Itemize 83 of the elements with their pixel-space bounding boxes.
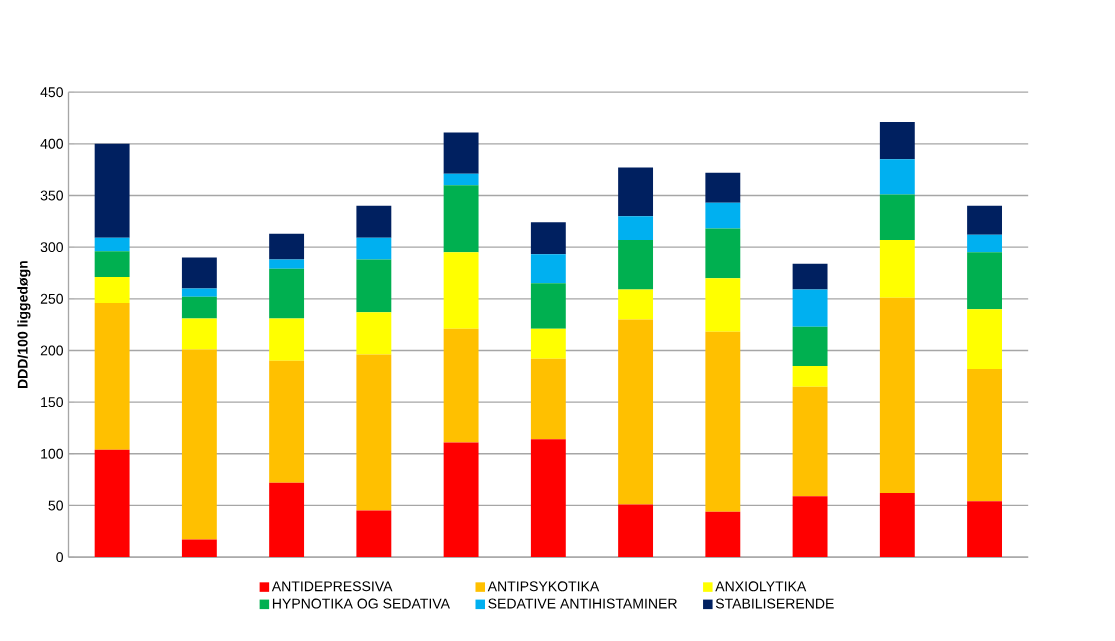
bar	[181, 539, 217, 558]
bar	[705, 172, 741, 203]
bar	[879, 493, 915, 558]
bar	[967, 309, 1003, 370]
bar	[443, 185, 479, 253]
y-tick-label: 300	[40, 242, 63, 253]
y-tick-label: 100	[41, 448, 63, 459]
bar	[879, 297, 915, 494]
bar	[618, 239, 654, 290]
bar	[269, 233, 305, 260]
bar	[181, 296, 217, 319]
bar	[530, 439, 566, 558]
bar	[879, 239, 915, 298]
bar	[94, 143, 130, 238]
bar	[879, 159, 915, 195]
bar	[356, 510, 392, 558]
legend-label: ANTIDEPRESSIVA	[271, 581, 393, 592]
bar	[356, 237, 392, 260]
y-tick-label: 150	[41, 397, 63, 408]
bar	[530, 283, 566, 329]
bar	[967, 369, 1003, 502]
y-tick-label: 250	[40, 293, 63, 304]
legend-label: SEDATIVE ANTIHISTAMINER	[488, 598, 677, 609]
bar	[443, 328, 479, 443]
bar	[967, 205, 1003, 235]
bar	[269, 482, 305, 558]
bar	[94, 251, 130, 278]
bar	[792, 289, 828, 327]
y-tick-label: 50	[48, 500, 63, 511]
bar	[618, 167, 654, 217]
bar	[879, 122, 915, 160]
y-tick-label: 350	[40, 190, 63, 201]
y-axis-title: DDD/100 liggedøgn	[17, 261, 31, 389]
bar	[443, 442, 479, 558]
bar	[705, 228, 741, 279]
bar	[705, 331, 741, 512]
bar	[967, 252, 1003, 310]
bar	[356, 312, 392, 355]
bar	[705, 511, 741, 558]
bar	[967, 234, 1003, 253]
bar	[181, 257, 217, 289]
bar	[269, 360, 305, 483]
bar	[269, 268, 305, 319]
bar	[94, 449, 130, 558]
bar	[94, 303, 130, 450]
bar	[618, 289, 654, 320]
bar	[618, 216, 654, 240]
legend-label: HYPNOTIKA OG SEDATIVA	[272, 598, 450, 609]
y-tick-label: 200	[40, 345, 63, 356]
bar	[443, 252, 479, 329]
bar	[792, 263, 828, 290]
bar	[443, 132, 479, 174]
legend-label: ANTIPSYKOTIKA	[487, 581, 600, 592]
bar	[356, 354, 392, 511]
legend-label: STABILISERENDE	[715, 598, 834, 609]
bar	[181, 349, 217, 540]
bar	[94, 237, 130, 252]
bar	[269, 259, 305, 269]
bar	[530, 328, 566, 359]
bar	[356, 205, 392, 238]
bar	[356, 259, 392, 313]
bar	[705, 278, 741, 332]
bar	[879, 194, 915, 240]
y-tick-label: 450	[40, 87, 63, 98]
bar	[618, 319, 654, 505]
bar	[792, 366, 828, 387]
bar	[94, 277, 130, 304]
bar	[269, 318, 305, 361]
bar	[181, 288, 217, 297]
bar	[792, 386, 828, 497]
bar	[792, 326, 828, 367]
bar	[181, 318, 217, 350]
y-tick-label: 400	[40, 138, 63, 149]
bar	[967, 501, 1003, 558]
bar	[705, 202, 741, 229]
bar	[530, 358, 566, 440]
bar	[618, 504, 654, 558]
bar	[530, 222, 566, 255]
bar	[792, 496, 828, 558]
bar	[530, 254, 566, 284]
y-tick-label: 0	[56, 552, 63, 563]
legend-label: ANXIOLYTIKA	[715, 581, 807, 592]
bar	[443, 173, 479, 186]
